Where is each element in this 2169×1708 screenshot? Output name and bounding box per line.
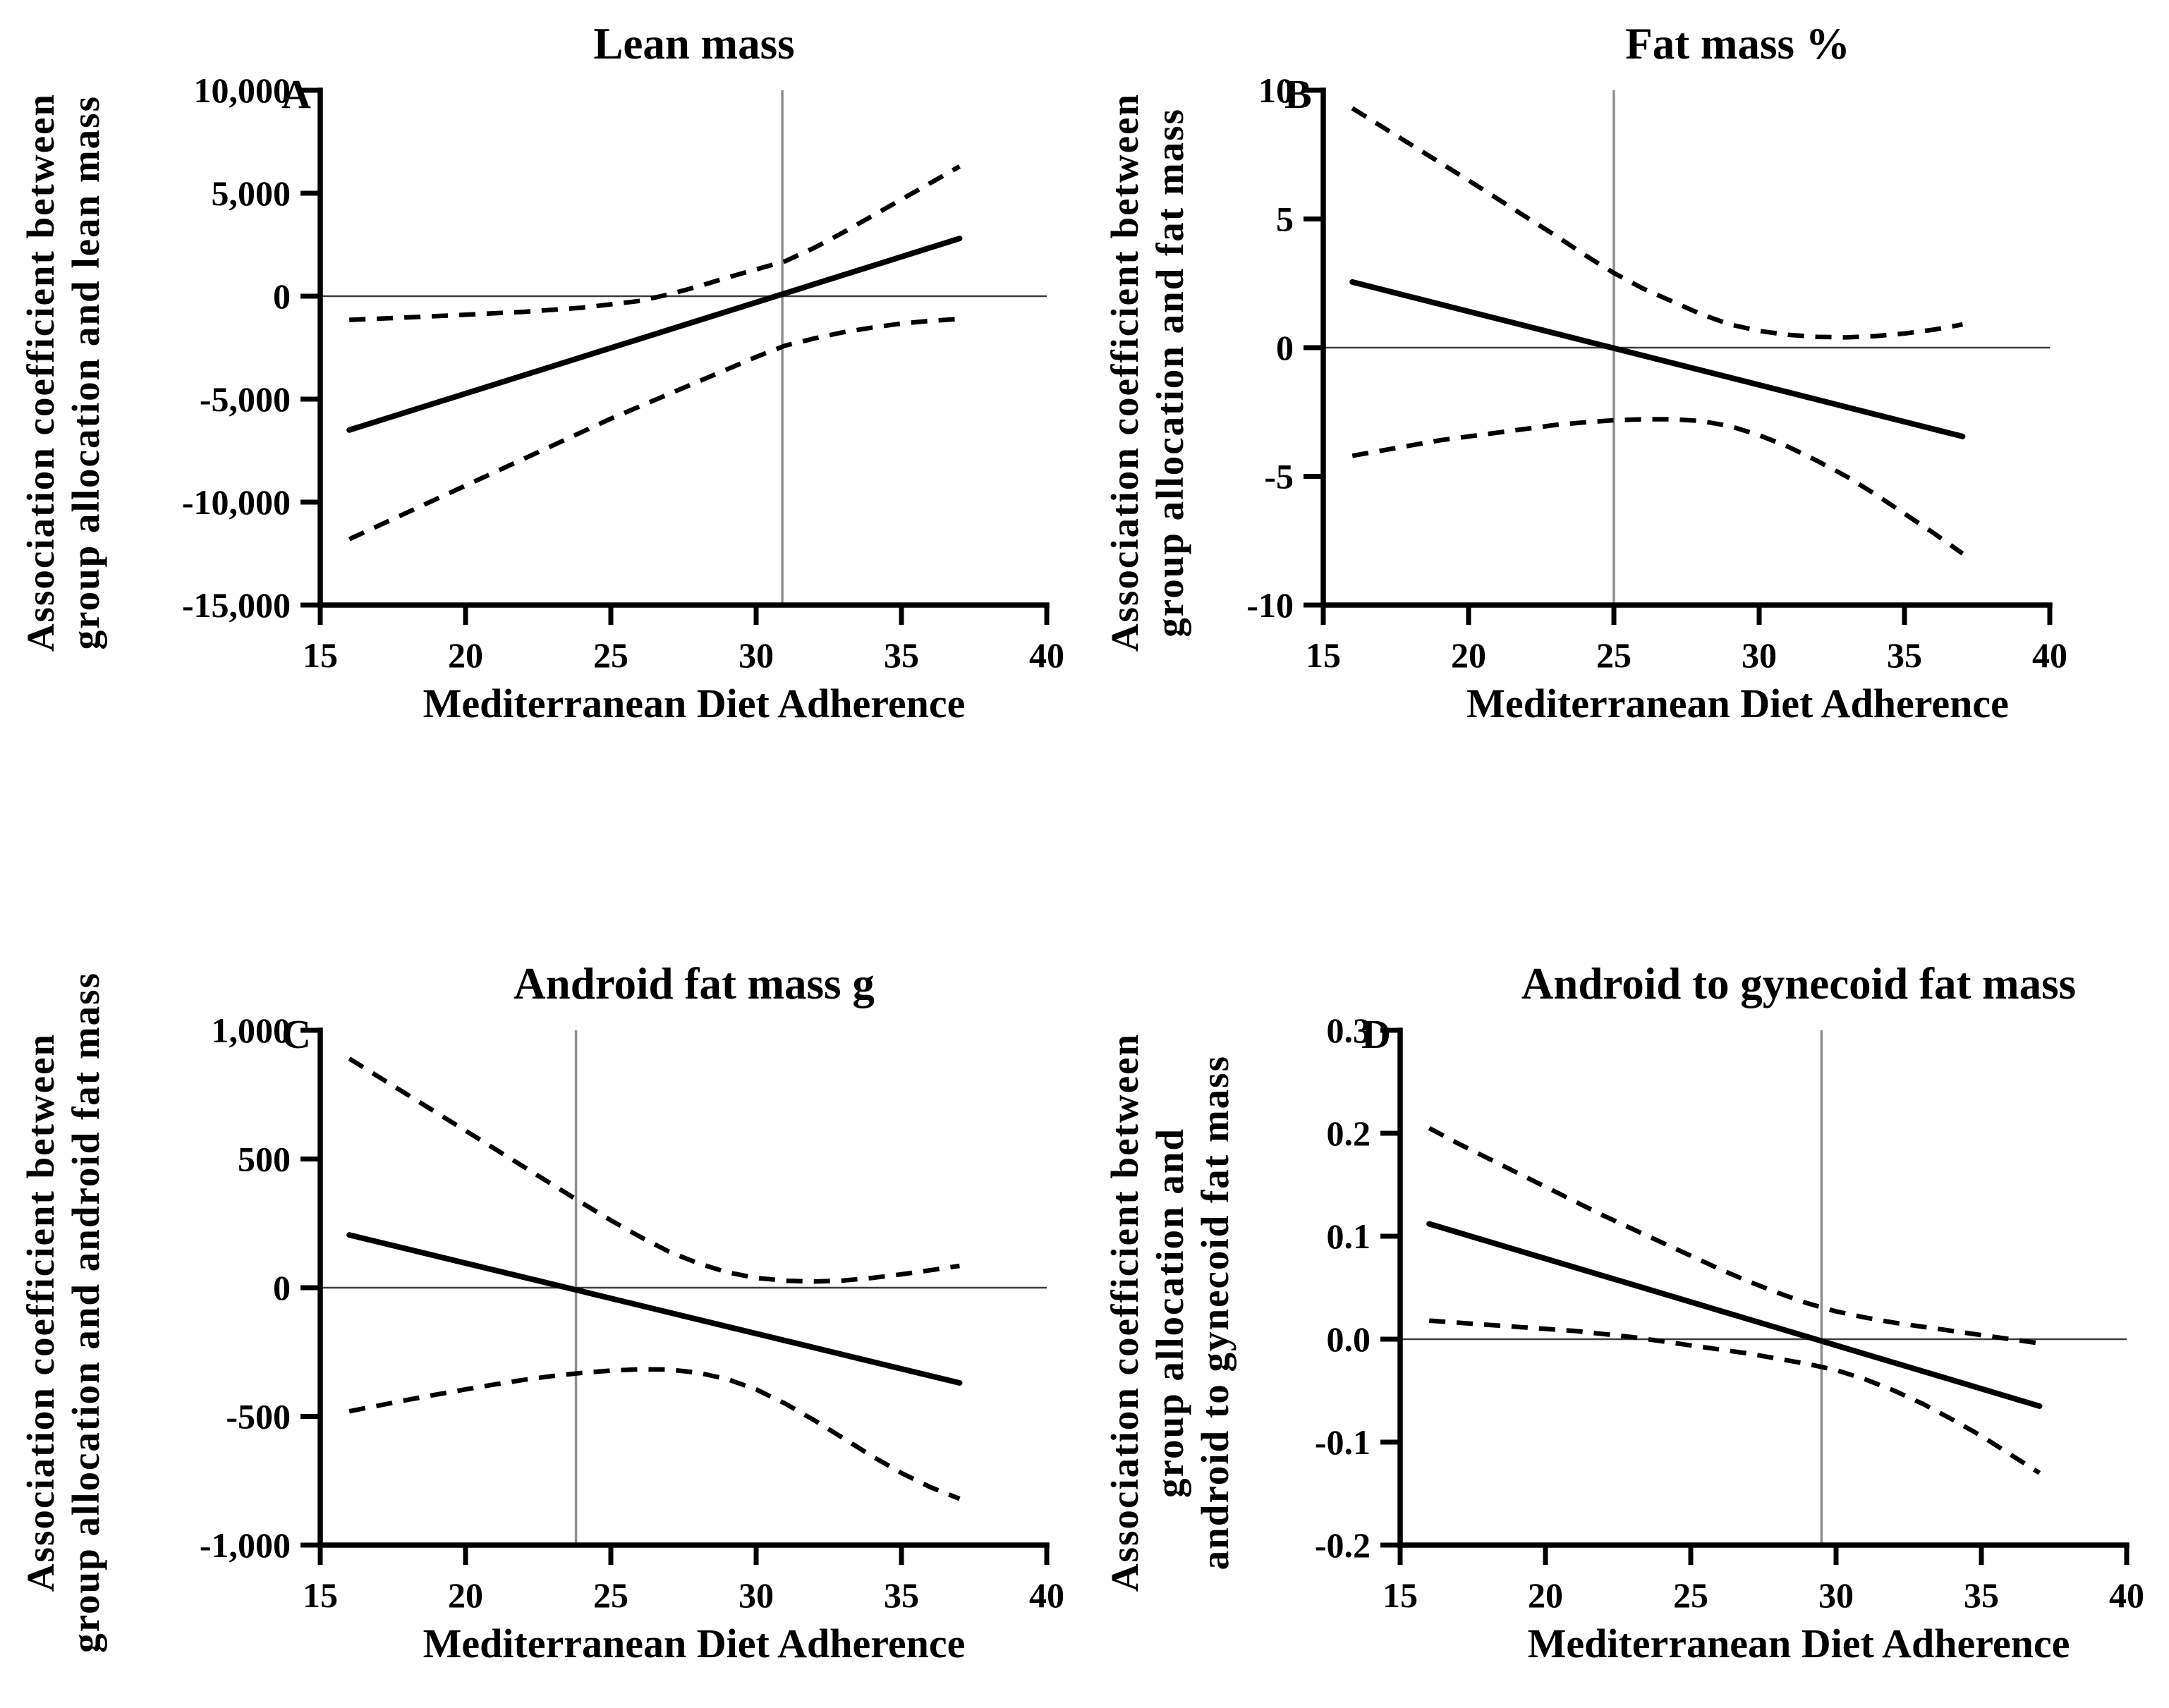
lean-mass-chart: 10,000 5,000 0 -5,000 -10,000 -15,000 15 20 25 30… (182, 78, 1064, 675)
y-axis-label-line: android to gynecoid fat mass (1193, 1054, 1237, 1570)
y-tick-label: -10 (1246, 585, 1294, 625)
y-axis-label-line: Association coefficient between (1103, 92, 1146, 652)
x-axis-label-d: Mediterranean Diet Adherence (1527, 1621, 2070, 1666)
plot-area-b: Fat mass % B 10 5 0 -5 -10 15 20 25 30 35 40 Medit… (1193, 13, 2152, 727)
y-tick-label: 1,000 (212, 1018, 291, 1050)
x-tick-label: 25 (1596, 635, 1632, 675)
panel-fat-mass-percent: Association coefficient between group al… (1084, 13, 2168, 727)
y-tick-label: -500 (226, 1397, 291, 1436)
panel-title-c: Android fat mass g (514, 959, 875, 1008)
series-estimate (1426, 1221, 2043, 1409)
panel-letter-b: B (1284, 71, 1312, 117)
y-axis-label-d: Association coefficient between group al… (1084, 995, 1238, 1630)
y-tick-label: 5,000 (212, 173, 291, 213)
x-tick-label: 40 (2109, 1575, 2144, 1615)
y-axis-label-line: Association coefficient between (19, 92, 62, 652)
y-tick-label: 10 (1258, 78, 1294, 110)
y-tick-label: 0.3 (1327, 1018, 1371, 1050)
fat-mass-chart: 10 5 0 -5 -10 15 20 25 30 35 40 (1246, 78, 2067, 675)
y-tick-label: 0 (273, 276, 291, 316)
series-estimate (346, 236, 963, 433)
y-tick-label: 0 (273, 1268, 291, 1307)
android-fat-mass-chart: 1,000 500 0 -500 -1,000 15 20 25 30 35 40 (200, 1018, 1064, 1615)
plot-area-a: Lean mass A 10,000 5,000 0 -5,000 -10,000 -15… (109, 13, 1068, 727)
y-tick-label: 0.1 (1327, 1216, 1371, 1256)
series-estimate (346, 1232, 963, 1386)
x-tick-label: 35 (1964, 1575, 1999, 1615)
series-upper-ci (349, 164, 961, 322)
y-tick-label: 5 (1276, 200, 1294, 239)
series-lower-ci (348, 1367, 961, 1501)
series-upper-ci (348, 1056, 960, 1284)
x-axis-label-a: Mediterranean Diet Adherence (423, 681, 966, 726)
y-axis-label-a: Association coefficient between group al… (0, 55, 109, 690)
x-tick-label: 35 (884, 635, 919, 675)
y-tick-label: -0.2 (1315, 1525, 1371, 1565)
x-tick-label: 20 (1528, 1575, 1563, 1615)
panel-android-gynecoid: Association coefficient between group al… (1084, 953, 2168, 1667)
y-tick-label: -10,000 (182, 482, 291, 522)
x-tick-label: 40 (2032, 635, 2067, 675)
y-tick-label: -1,000 (200, 1525, 291, 1565)
panel-title-d: Android to gynecoid fat mass (1521, 959, 2077, 1008)
y-tick-label: 500 (238, 1140, 291, 1179)
x-tick-label: 30 (739, 635, 774, 675)
series-lower-ci (348, 316, 960, 542)
x-axis-label-c: Mediterranean Diet Adherence (423, 1621, 966, 1666)
series-estimate (1349, 279, 1966, 439)
x-tick-label: 25 (1673, 1575, 1708, 1615)
x-axis-label-b: Mediterranean Diet Adherence (1466, 681, 2009, 726)
y-axis-label-line: Association coefficient between (1103, 1032, 1146, 1592)
series-upper-ci (1351, 106, 1963, 340)
panel-title-b: Fat mass % (1625, 19, 1850, 68)
axis-spines (317, 87, 1050, 608)
y-tick-label: 0.0 (1327, 1319, 1371, 1359)
panel-letter-d: D (1361, 1011, 1391, 1057)
series-lower-ci (1351, 417, 1964, 556)
x-tick-label: 15 (303, 635, 338, 675)
panel-lean-mass: Association coefficient between group al… (0, 13, 1084, 727)
plot-area-c: Android fat mass g C 1,000 500 0 -500 -1,000… (109, 953, 1068, 1667)
four-panel-figure: Association coefficient between group al… (0, 13, 2168, 1667)
x-tick-label: 40 (1029, 1575, 1064, 1615)
plot-area-d: Android to gynecoid fat mass D 0.3 0.2 0.1… (1238, 953, 2169, 1667)
y-axis-label-line: group allocation and fat mass (1148, 107, 1191, 638)
y-axis-label-c: Association coefficient between group al… (0, 972, 109, 1653)
y-tick-label: -5 (1264, 457, 1294, 496)
x-tick-label: 20 (448, 635, 483, 675)
series-upper-ci (1428, 1126, 2040, 1346)
x-tick-label: 30 (1818, 1575, 1854, 1615)
panel-title-a: Lean mass (593, 19, 795, 68)
x-tick-label: 35 (1887, 635, 1922, 675)
x-tick-label: 20 (448, 1575, 483, 1615)
y-tick-label: 10,000 (194, 78, 291, 110)
x-tick-label: 25 (593, 1575, 628, 1615)
x-tick-label: 30 (739, 1575, 774, 1615)
panel-letter-a: A (281, 71, 311, 117)
y-axis-label-line: group allocation and android fat mass (64, 972, 107, 1653)
y-axis-label-line: group allocation and (1148, 1127, 1191, 1498)
y-axis-label-b: Association coefficient between group al… (1084, 55, 1193, 690)
x-tick-label: 20 (1451, 635, 1486, 675)
y-tick-label: -5,000 (200, 379, 291, 419)
panel-android-fat-mass: Association coefficient between group al… (0, 953, 1084, 1667)
x-tick-label: 15 (1383, 1575, 1418, 1615)
panel-letter-c: C (281, 1011, 311, 1057)
x-tick-label: 15 (1306, 635, 1341, 675)
y-axis-label-line: group allocation and lean mass (64, 94, 107, 650)
x-tick-label: 25 (593, 635, 628, 675)
x-tick-label: 30 (1742, 635, 1777, 675)
y-tick-label: 0.2 (1327, 1114, 1371, 1153)
y-tick-label: -0.1 (1315, 1422, 1371, 1462)
y-tick-label: 0 (1276, 328, 1294, 367)
x-tick-label: 15 (303, 1575, 338, 1615)
x-tick-label: 40 (1029, 635, 1064, 675)
x-tick-label: 35 (884, 1575, 919, 1615)
series-lower-ci (1428, 1318, 2041, 1475)
y-axis-label-line: Association coefficient between (19, 1032, 62, 1592)
android-gynecoid-chart: 0.3 0.2 0.1 0.0 -0.1 -0.2 15 20 25 30 35 40 (1315, 1018, 2144, 1615)
y-tick-label: -15,000 (182, 585, 291, 625)
